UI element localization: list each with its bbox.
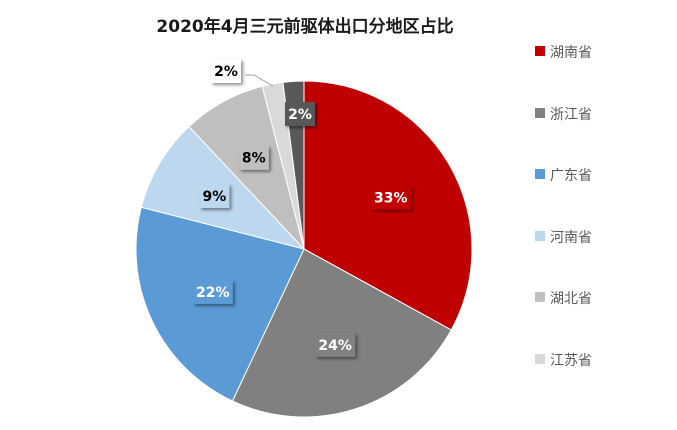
legend-item: 广东省 bbox=[535, 165, 592, 227]
legend-label: 河南省 bbox=[550, 229, 592, 246]
data-label-5: 2% bbox=[211, 59, 241, 83]
chart-title: 2020年4月三元前驱体出口分地区占比 bbox=[156, 17, 454, 37]
data-label-4: 8% bbox=[238, 145, 269, 170]
legend-label: 浙江省 bbox=[550, 106, 592, 123]
legend-swatch bbox=[535, 292, 545, 302]
data-label-text: 8% bbox=[242, 151, 266, 167]
data-label-box bbox=[192, 279, 233, 304]
legend-swatch bbox=[535, 169, 545, 179]
data-label-2: 22% bbox=[192, 279, 233, 304]
legend-label: 湖南省 bbox=[550, 45, 592, 61]
leader-line bbox=[245, 74, 274, 87]
legend-swatch bbox=[535, 46, 545, 56]
pie-slice-2 bbox=[135, 206, 305, 402]
data-label-3: 9% bbox=[199, 183, 230, 208]
data-label-box bbox=[199, 183, 230, 208]
data-label-box bbox=[370, 185, 411, 210]
data-label-1: 24% bbox=[315, 332, 356, 357]
data-label-text: 2% bbox=[214, 64, 238, 80]
data-label-text: 2% bbox=[288, 107, 312, 123]
legend-swatch bbox=[535, 107, 545, 118]
data-label-box bbox=[238, 145, 269, 170]
data-label-box bbox=[211, 59, 241, 83]
data-label-text: 24% bbox=[318, 338, 352, 354]
data-label-box bbox=[315, 332, 356, 357]
legend-item: 浙江省 bbox=[535, 104, 592, 166]
data-label-0: 33% bbox=[370, 185, 411, 210]
data-label-6: 2% bbox=[285, 102, 315, 126]
legend-item: 江苏省 bbox=[535, 350, 592, 412]
legend-swatch bbox=[535, 230, 545, 241]
legend-label: 广东省 bbox=[550, 168, 592, 184]
legend-item: 河南省 bbox=[535, 227, 592, 289]
legend-item: 湖北省 bbox=[535, 288, 592, 350]
legend: 湖南省浙江省广东省河南省湖北省江苏省 bbox=[535, 42, 592, 411]
data-label-text: 22% bbox=[196, 285, 230, 301]
legend-label: 江苏省 bbox=[550, 352, 592, 369]
legend-label: 湖北省 bbox=[550, 291, 592, 307]
data-label-text: 33% bbox=[374, 191, 408, 207]
legend-swatch bbox=[535, 353, 545, 364]
data-label-box bbox=[285, 102, 315, 126]
legend-item: 湖南省 bbox=[535, 42, 592, 104]
data-label-text: 9% bbox=[202, 189, 226, 205]
